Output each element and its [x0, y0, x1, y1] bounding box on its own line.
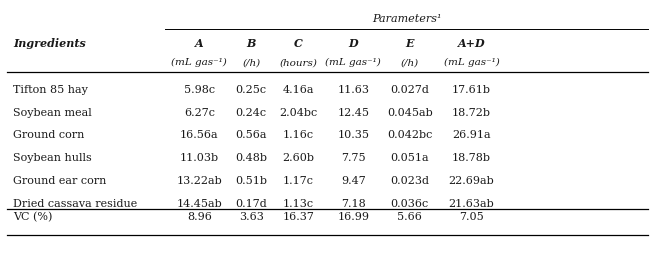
Text: 0.036c: 0.036c — [391, 198, 429, 208]
Text: 3.63: 3.63 — [239, 212, 264, 222]
Text: 0.17d: 0.17d — [235, 198, 267, 208]
Text: 11.63: 11.63 — [337, 85, 369, 95]
Text: Tifton 85 hay: Tifton 85 hay — [13, 85, 88, 95]
Text: A+D: A+D — [457, 38, 485, 49]
Text: D: D — [348, 38, 358, 49]
Text: 26.91a: 26.91a — [452, 130, 490, 140]
Text: 1.17c: 1.17c — [283, 176, 313, 186]
Text: (/h): (/h) — [242, 58, 260, 67]
Text: A: A — [195, 38, 204, 49]
Text: Soybean hulls: Soybean hulls — [13, 153, 92, 163]
Text: 18.78b: 18.78b — [452, 153, 491, 163]
Text: 0.24c: 0.24c — [235, 108, 266, 117]
Text: 21.63ab: 21.63ab — [449, 198, 494, 208]
Text: E: E — [406, 38, 414, 49]
Text: 11.03b: 11.03b — [180, 153, 219, 163]
Text: Ground corn: Ground corn — [13, 130, 85, 140]
Text: 4.16a: 4.16a — [282, 85, 314, 95]
Text: 6.27c: 6.27c — [184, 108, 215, 117]
Text: 1.16c: 1.16c — [282, 130, 314, 140]
Text: Dried cassava residue: Dried cassava residue — [13, 198, 137, 208]
Text: 5.66: 5.66 — [397, 212, 422, 222]
Text: B: B — [247, 38, 256, 49]
Text: Parameters¹: Parameters¹ — [372, 14, 442, 24]
Text: 2.60b: 2.60b — [282, 153, 314, 163]
Text: 9.47: 9.47 — [341, 176, 366, 186]
Text: 0.48b: 0.48b — [235, 153, 267, 163]
Text: 0.027d: 0.027d — [391, 85, 429, 95]
Text: Ground ear corn: Ground ear corn — [13, 176, 106, 186]
Text: 16.56a: 16.56a — [180, 130, 219, 140]
Text: 0.56a: 0.56a — [235, 130, 267, 140]
Text: 12.45: 12.45 — [337, 108, 369, 117]
Text: 14.45ab: 14.45ab — [176, 198, 222, 208]
Text: 10.35: 10.35 — [337, 130, 369, 140]
Text: 17.61b: 17.61b — [452, 85, 491, 95]
Text: 22.69ab: 22.69ab — [449, 176, 494, 186]
Text: 7.75: 7.75 — [341, 153, 366, 163]
Text: 13.22ab: 13.22ab — [176, 176, 222, 186]
Text: C: C — [293, 38, 303, 49]
Text: 0.045ab: 0.045ab — [387, 108, 433, 117]
Text: (mL gas⁻¹): (mL gas⁻¹) — [171, 58, 227, 67]
Text: (hours): (hours) — [279, 58, 317, 67]
Text: 0.023d: 0.023d — [391, 176, 430, 186]
Text: 8.96: 8.96 — [187, 212, 212, 222]
Text: 2.04bc: 2.04bc — [279, 108, 317, 117]
Text: 0.051a: 0.051a — [391, 153, 429, 163]
Text: 18.72b: 18.72b — [452, 108, 491, 117]
Text: VC (%): VC (%) — [13, 212, 52, 223]
Text: 16.99: 16.99 — [337, 212, 369, 222]
Text: 0.042bc: 0.042bc — [387, 130, 432, 140]
Text: Soybean meal: Soybean meal — [13, 108, 92, 117]
Text: 7.05: 7.05 — [459, 212, 484, 222]
Text: (mL gas⁻¹): (mL gas⁻¹) — [325, 58, 381, 67]
Text: 0.51b: 0.51b — [235, 176, 267, 186]
Text: 1.13c: 1.13c — [282, 198, 314, 208]
Text: (mL gas⁻¹): (mL gas⁻¹) — [444, 58, 499, 67]
Text: (/h): (/h) — [401, 58, 419, 67]
Text: 7.18: 7.18 — [341, 198, 366, 208]
Text: 16.37: 16.37 — [282, 212, 314, 222]
Text: Ingredients: Ingredients — [13, 38, 86, 49]
Text: 0.25c: 0.25c — [235, 85, 266, 95]
Text: 5.98c: 5.98c — [184, 85, 215, 95]
